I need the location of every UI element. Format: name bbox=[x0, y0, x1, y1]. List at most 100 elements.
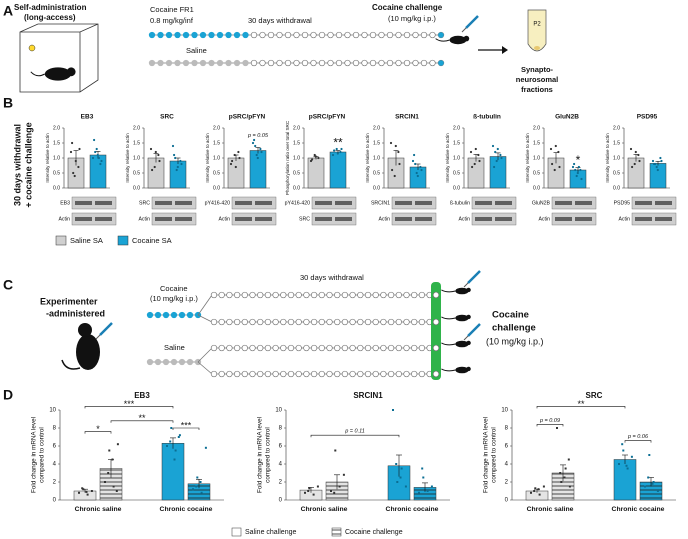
bead bbox=[249, 344, 256, 352]
data-point bbox=[471, 165, 474, 169]
saline-label: Saline bbox=[186, 46, 207, 55]
data-point bbox=[477, 153, 480, 157]
y-tick-label: 0.5 bbox=[613, 170, 620, 176]
data-point bbox=[342, 473, 345, 476]
bead bbox=[310, 59, 317, 67]
data-point bbox=[618, 463, 620, 465]
branch bbox=[197, 361, 213, 375]
bead bbox=[301, 59, 309, 67]
blot-label: Actin bbox=[618, 216, 630, 222]
y-tick-label: 0 bbox=[279, 498, 283, 504]
data-point bbox=[330, 490, 332, 492]
bead bbox=[250, 59, 258, 67]
bead bbox=[341, 370, 349, 378]
mouse-icon bbox=[435, 38, 450, 42]
challenge-label: Cocaine challenge bbox=[372, 3, 443, 12]
bead bbox=[233, 370, 241, 378]
rat-icon bbox=[61, 359, 81, 370]
data-point bbox=[233, 153, 236, 157]
data-point bbox=[71, 141, 74, 145]
y-tick-label: 0.5 bbox=[373, 170, 380, 176]
bead bbox=[412, 59, 419, 67]
data-point bbox=[660, 159, 663, 163]
data-point bbox=[418, 491, 420, 494]
bead bbox=[378, 31, 385, 39]
bead bbox=[344, 31, 351, 39]
y-tick-label: 1.0 bbox=[133, 155, 140, 161]
bead bbox=[225, 31, 232, 39]
bead bbox=[432, 318, 440, 326]
data-point bbox=[174, 156, 177, 160]
data-point bbox=[260, 150, 263, 154]
bead bbox=[249, 370, 256, 378]
bead bbox=[287, 370, 295, 378]
data-point bbox=[107, 472, 110, 474]
data-point bbox=[392, 409, 394, 411]
data-point bbox=[178, 434, 181, 437]
bead bbox=[186, 311, 194, 319]
data-point bbox=[314, 155, 317, 158]
data-point bbox=[112, 485, 115, 488]
data-point bbox=[399, 476, 402, 479]
bar bbox=[467, 157, 485, 189]
blot-band bbox=[655, 201, 672, 205]
x-tick-label: Chronic saline bbox=[527, 506, 574, 513]
bead bbox=[429, 59, 436, 67]
data-point bbox=[538, 493, 541, 496]
bead bbox=[334, 318, 341, 326]
bead bbox=[438, 32, 444, 38]
y-tick-label: 0.0 bbox=[53, 185, 60, 191]
x-tick-label: Chronic saline bbox=[301, 506, 348, 513]
data-point bbox=[554, 144, 557, 148]
tube bbox=[527, 9, 547, 52]
syringe-icon bbox=[467, 323, 481, 337]
data-point bbox=[176, 165, 179, 169]
bead bbox=[182, 59, 190, 67]
bead bbox=[364, 318, 372, 326]
bead bbox=[280, 344, 287, 352]
data-point bbox=[579, 168, 582, 172]
data-point bbox=[414, 162, 417, 166]
data-point bbox=[304, 491, 306, 494]
withdrawal-label: 30 days withdrawal bbox=[300, 273, 364, 282]
y-tick-label: 8 bbox=[53, 426, 57, 432]
bead bbox=[249, 291, 256, 299]
branch bbox=[197, 347, 213, 363]
mouse-icon bbox=[455, 340, 469, 348]
blot-band bbox=[475, 217, 492, 221]
data-point bbox=[626, 467, 629, 470]
legend-swatch bbox=[231, 527, 242, 537]
y-tick-label: 4 bbox=[279, 462, 283, 468]
data-point bbox=[312, 493, 315, 496]
blot-band bbox=[415, 201, 432, 205]
y-axis-label: Intensity relative to actin bbox=[365, 133, 370, 183]
syringe-icon bbox=[463, 335, 469, 341]
y-tick-label: 0.5 bbox=[293, 170, 300, 176]
data-point bbox=[419, 165, 422, 169]
significance-bracket bbox=[536, 406, 626, 409]
data-point bbox=[496, 147, 499, 151]
bead bbox=[157, 31, 164, 39]
blot-label: PSD95 bbox=[614, 200, 631, 206]
data-point bbox=[339, 150, 342, 154]
data-point bbox=[491, 144, 495, 148]
y-tick-label: 6 bbox=[505, 444, 509, 450]
bead bbox=[148, 31, 156, 39]
y-tick-label: 2.0 bbox=[533, 125, 540, 131]
bar-hatch bbox=[414, 487, 436, 500]
data-point bbox=[551, 162, 554, 166]
y-axis-label: Intensity relative to actin bbox=[525, 133, 530, 183]
bead bbox=[218, 370, 225, 378]
y-tick-label: 0.0 bbox=[453, 185, 460, 191]
data-point bbox=[655, 165, 658, 169]
arrow-head bbox=[502, 46, 508, 54]
data-point bbox=[97, 156, 100, 160]
bead bbox=[318, 344, 325, 352]
bead bbox=[326, 370, 333, 378]
bead bbox=[303, 370, 310, 378]
data-point bbox=[316, 485, 319, 488]
mouse-icon bbox=[441, 289, 456, 293]
bead bbox=[295, 318, 302, 326]
bead bbox=[280, 291, 287, 299]
data-point bbox=[398, 162, 401, 166]
